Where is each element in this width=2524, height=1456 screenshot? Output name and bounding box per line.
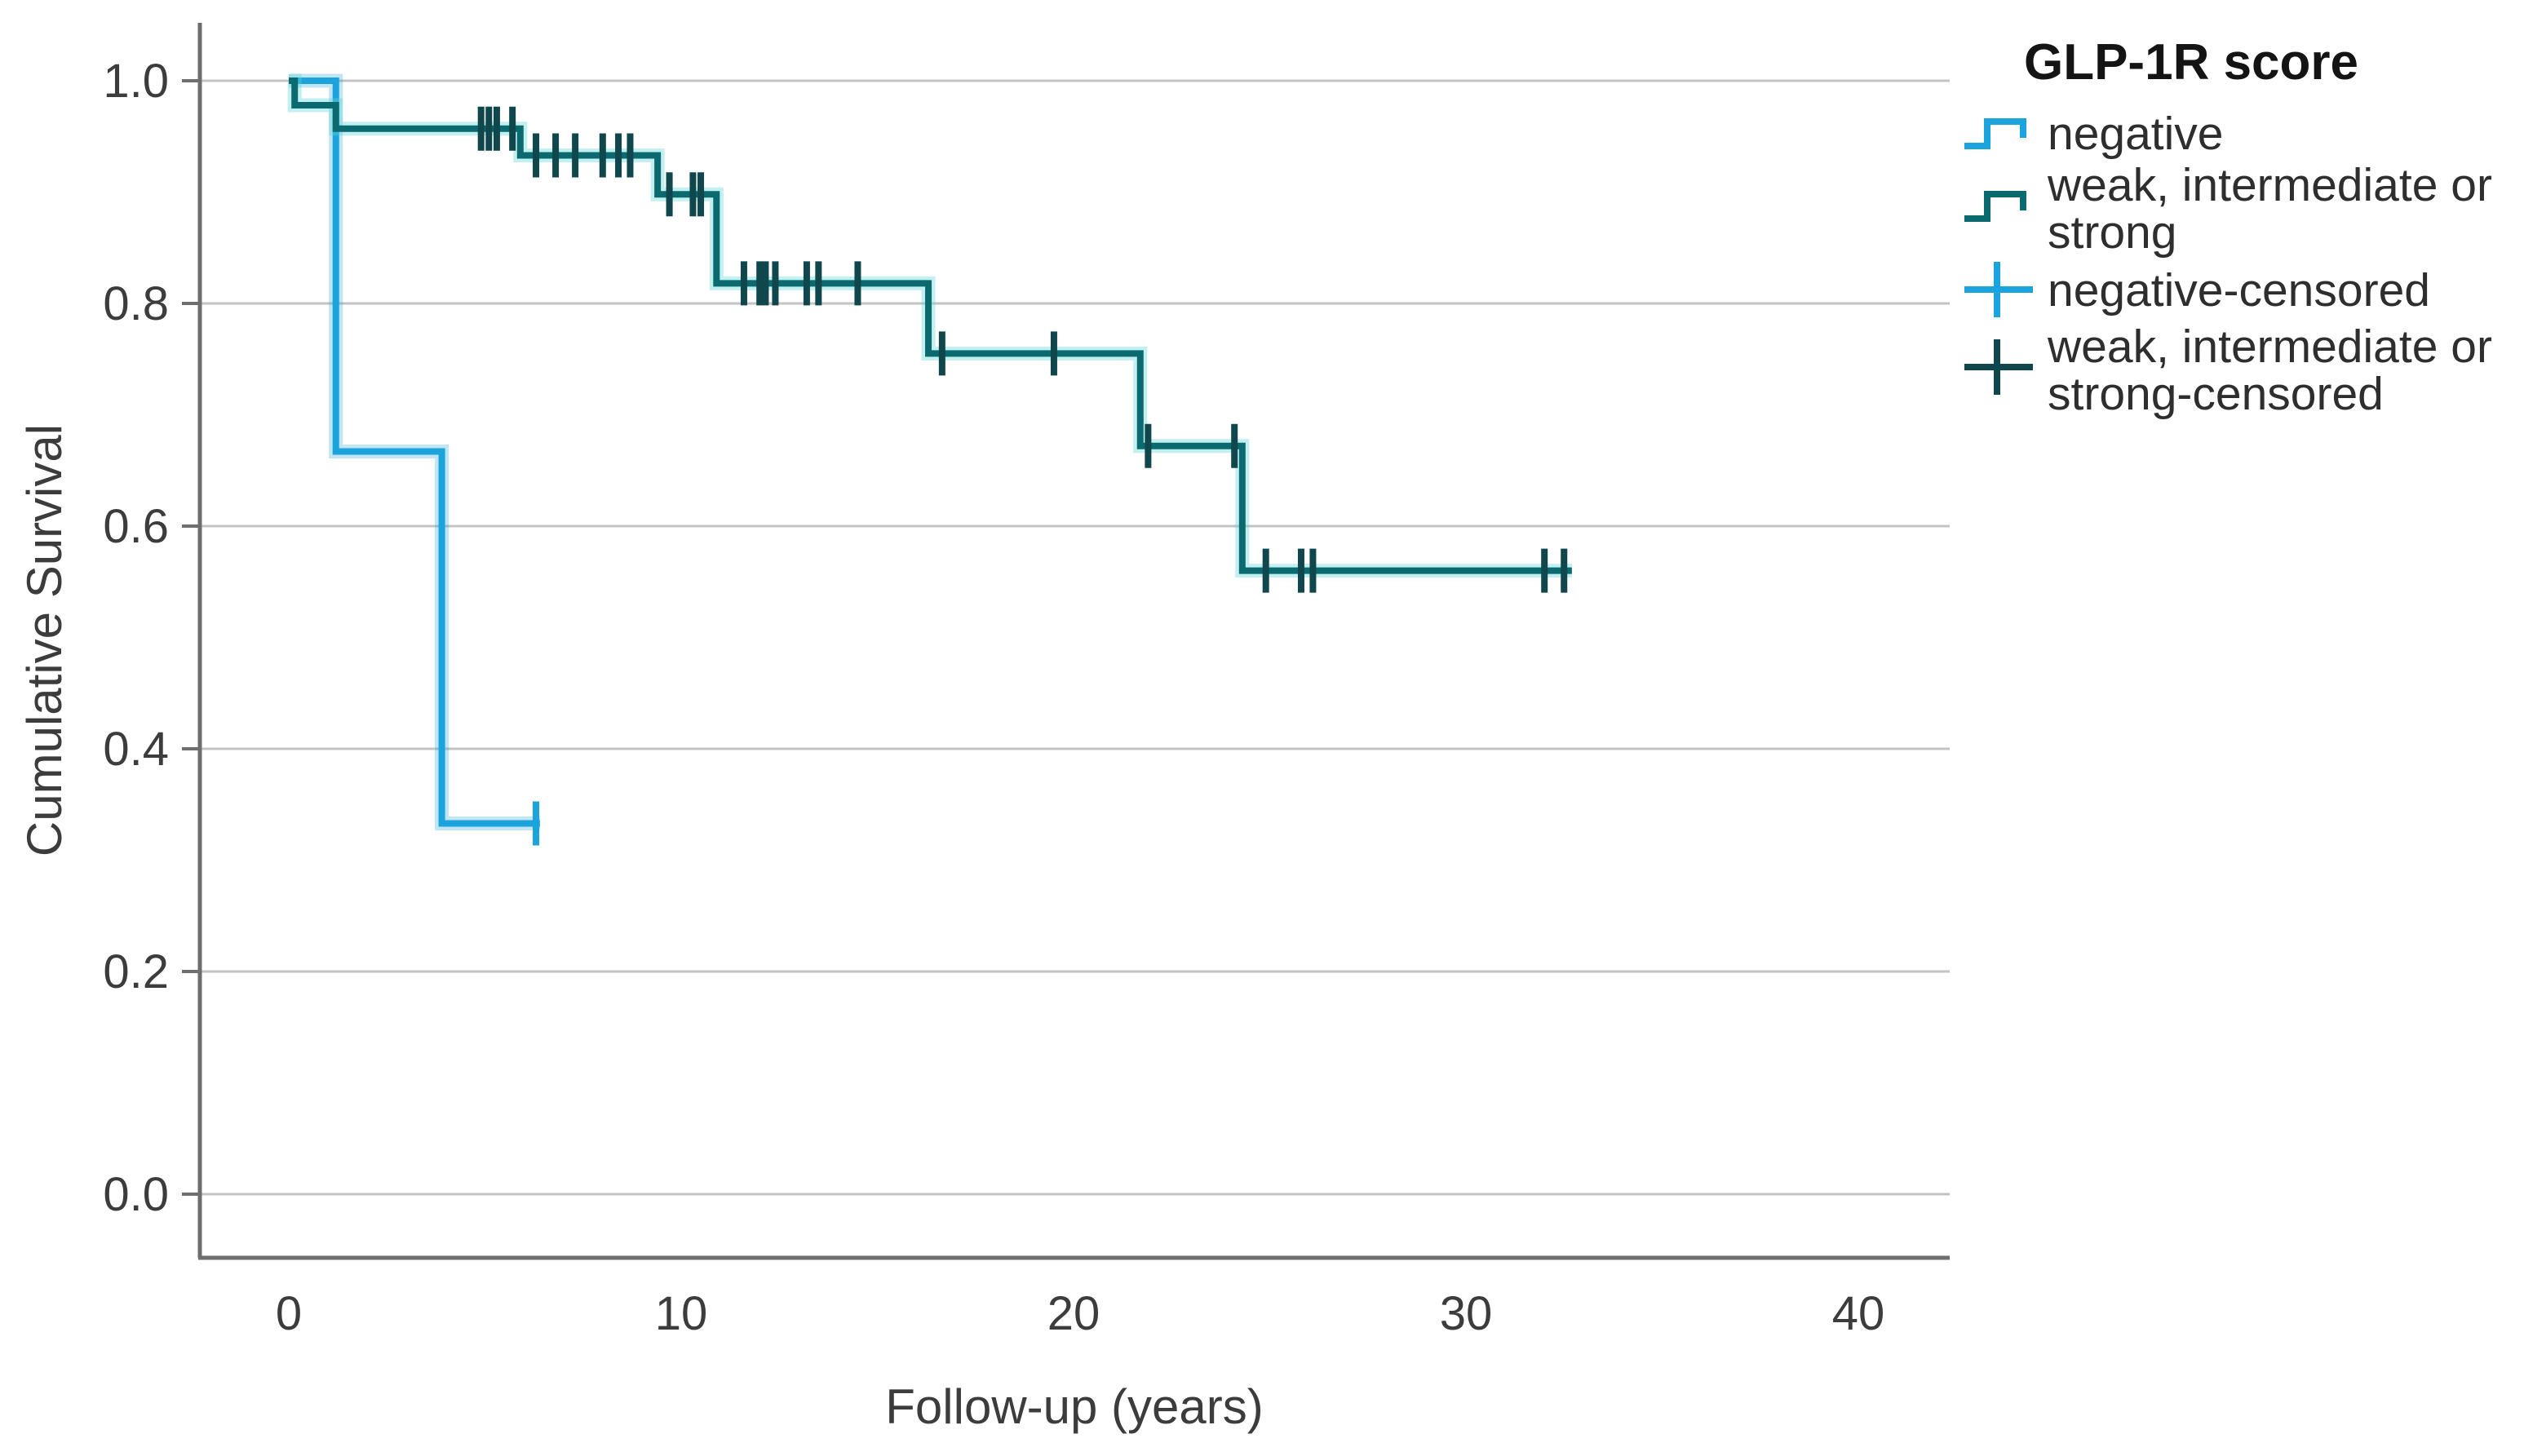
legend-step-line-swatch <box>1964 191 2026 222</box>
legend-item-label: strong <box>2048 206 2176 259</box>
legend-step-line-swatch <box>1964 118 2026 149</box>
legend-item-label: strong-censored <box>2048 368 2384 420</box>
axes <box>182 23 1950 1260</box>
x-tick-labels: 0 10 20 30 40 <box>276 1287 1884 1340</box>
y-tick-label-0.2: 0.2 <box>103 945 169 998</box>
legend-item-2: negative-censored <box>1964 262 2430 317</box>
series-negative <box>289 73 540 846</box>
curve <box>289 77 540 827</box>
series-weak-intermediate-strong <box>287 73 1572 593</box>
x-tick-label-40: 40 <box>1832 1287 1885 1340</box>
legend-title: GLP-1R score <box>2024 34 2358 91</box>
y-tick-label-1: 1.0 <box>103 55 169 108</box>
x-axis-title: Follow-up (years) <box>885 1379 1263 1434</box>
x-tick-label-0: 0 <box>276 1287 302 1340</box>
y-tick-labels: 1.0 0.8 0.6 0.4 0.2 0.0 <box>103 55 169 1221</box>
y-tick-label-0: 0.0 <box>103 1168 169 1221</box>
x-tick-label-30: 30 <box>1440 1287 1493 1340</box>
gridlines <box>200 79 1950 1196</box>
y-tick-label-0.8: 0.8 <box>103 277 169 330</box>
legend-item-label: negative <box>2048 108 2224 160</box>
x-tick-label-10: 10 <box>655 1287 708 1340</box>
legend-item-0: negative <box>1964 108 2224 160</box>
legend-item-label: weak, intermediate or <box>2047 159 2492 211</box>
survival-curves <box>287 73 1572 846</box>
curve <box>289 77 1572 574</box>
y-axis-title: Cumulative Survival <box>17 424 72 856</box>
y-tick-label-0.4: 0.4 <box>103 723 169 776</box>
x-tick-label-20: 20 <box>1047 1287 1100 1340</box>
legend-item-label: weak, intermediate or <box>2047 321 2492 373</box>
y-axis-ticks <box>182 79 200 1196</box>
legend-item-label: negative-censored <box>2048 264 2430 316</box>
y-tick-label-0.6: 0.6 <box>103 500 169 553</box>
